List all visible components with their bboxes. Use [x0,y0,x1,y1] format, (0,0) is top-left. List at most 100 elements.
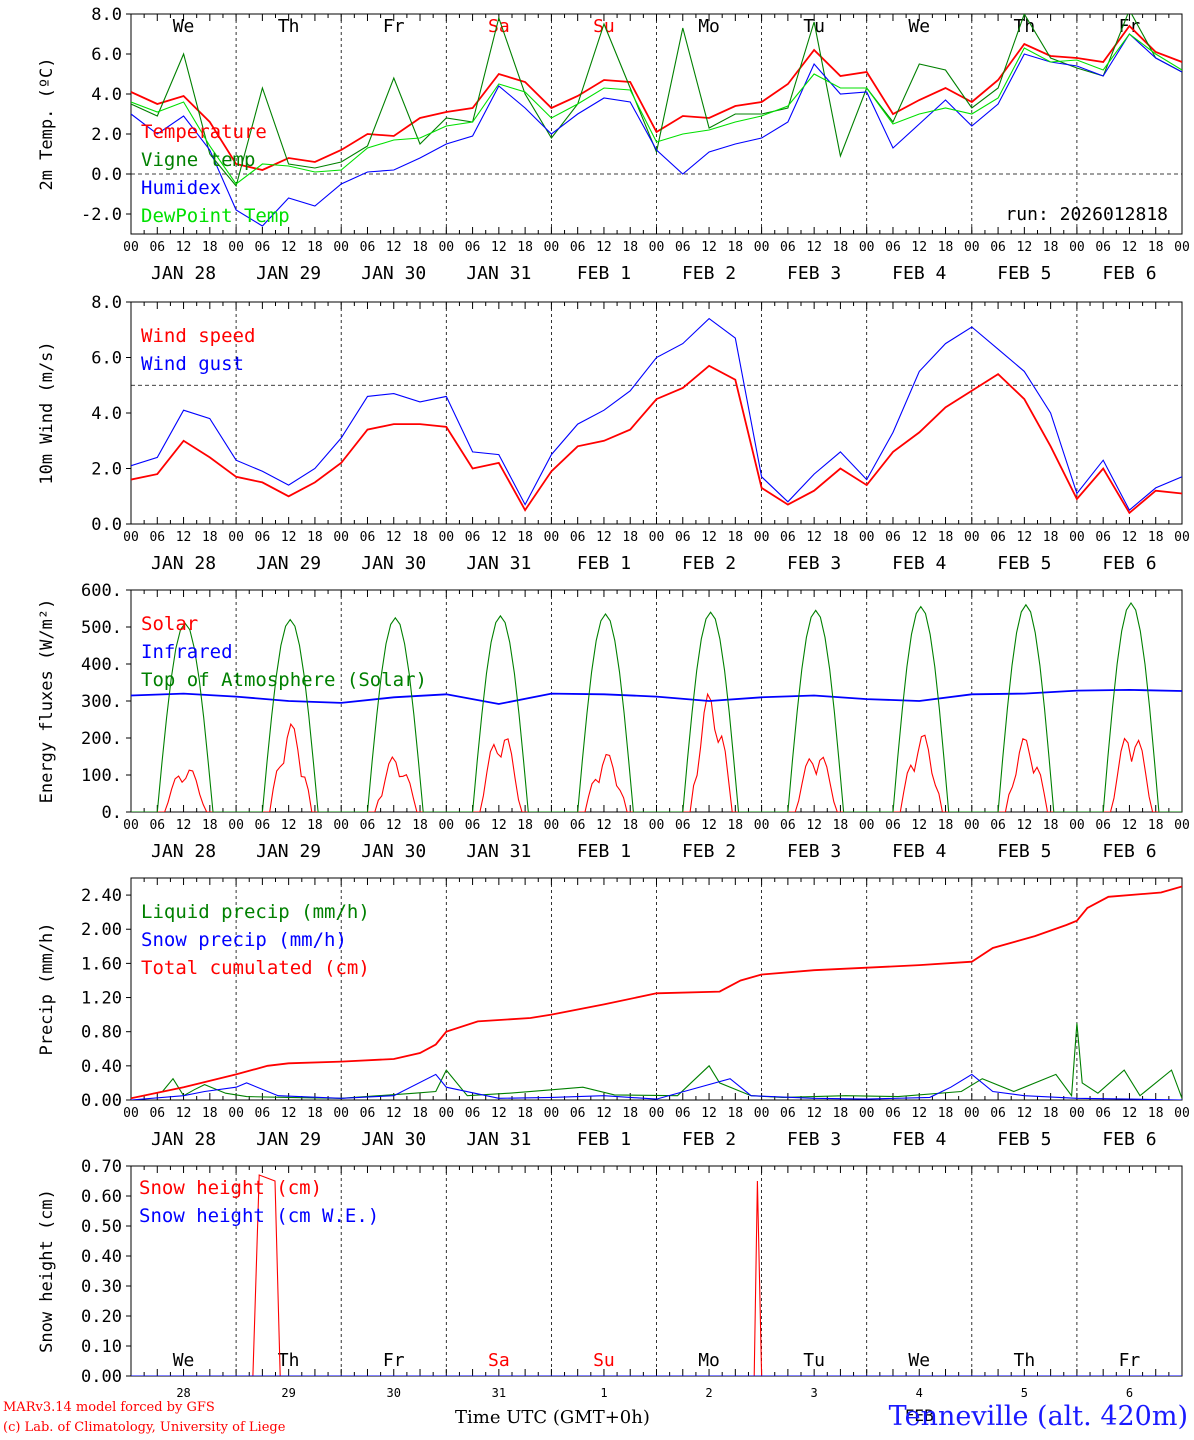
x-hour-label: 00 [123,818,139,833]
x-hour-label: 00 [649,1106,665,1121]
x-hour-label: 12 [701,818,717,833]
x-hour-label: 06 [1095,1106,1111,1121]
run-label: run: 2026012818 [1005,204,1168,225]
x-date-label: JAN 31 [466,553,531,574]
x-date-label: JAN 28 [151,553,216,574]
y-tick-label: 8.0 [91,293,122,313]
series-line-snow-height-cm- [131,1174,1182,1376]
x-date-label: FEB 3 [787,263,841,284]
x-hour-label: 06 [255,818,271,833]
legend-entry: Liquid precip (mm/h) [141,901,370,923]
x-hour-label: 18 [938,530,954,545]
x-hour-label: 18 [938,240,954,255]
x-hour-label: 06 [465,530,481,545]
x-date-label: FEB 4 [892,1129,946,1150]
x-hour-label: 00 [1069,530,1085,545]
x-hour-label: 00 [754,240,770,255]
y-tick-label: 8.0 [91,5,122,25]
x-hour-label: 12 [1017,530,1033,545]
x-hour-label: 06 [465,818,481,833]
x-hour-label: 18 [307,818,323,833]
x-hour-label: 06 [149,1106,165,1121]
x-date-label: FEB 6 [1102,1129,1156,1150]
x-hour-label: 18 [833,240,849,255]
y-tick-label: 0.80 [81,1023,122,1043]
x-hour-label: 12 [281,1106,297,1121]
x-date-label: JAN 31 [466,1129,531,1150]
x-date-label: FEB 4 [892,263,946,284]
x-hour-label: 00 [859,240,875,255]
x-hour-label: 12 [491,530,507,545]
x-hour-label: 00 [333,530,349,545]
x-hour-label: 12 [386,1106,402,1121]
x-hour-label: 18 [412,818,428,833]
x-hour-label: 06 [570,1106,586,1121]
legend-entry: Vigne temp [141,149,255,171]
x-hour-label: 18 [202,530,218,545]
x-hour-label: 00 [1069,818,1085,833]
copyright-credit: (c) Lab. of Climatology, University of L… [3,1420,286,1435]
x-hour-label: 06 [1095,818,1111,833]
y-tick-label: 500. [81,618,122,638]
x-hour-label: 06 [149,530,165,545]
x-hour-label: 00 [859,818,875,833]
weekday-label: Su [593,16,615,37]
x-hour-label: 18 [517,1106,533,1121]
x-hour-label: 12 [806,530,822,545]
x-hour-label: 06 [1095,530,1111,545]
x-date-label: FEB 3 [787,553,841,574]
x-hour-label: 06 [885,530,901,545]
y-axis-title: Snow height (cm) [37,1189,57,1353]
x-date-label: JAN 31 [466,263,531,284]
series-line-total-cumulated-cm- [131,885,1182,1100]
y-tick-label: 2.00 [81,920,122,940]
weekday-label: We [173,1350,195,1371]
y-tick-label: 1.20 [81,989,122,1009]
legend-entry: Snow height (cm) [139,1177,322,1199]
x-hour-label: 00 [438,818,454,833]
x-hour-label: 18 [1043,530,1059,545]
series-line-wind-gust [131,317,1182,511]
x-hour-label: 06 [1095,240,1111,255]
x-hour-label: 12 [281,240,297,255]
x-date-label: FEB 6 [1102,263,1156,284]
panel-4: 2.40 2.00 1.60 1.20 0.80 0.40 0.00 Precip (mm/h… [37,877,1190,1150]
x-hour-label: 06 [990,530,1006,545]
x-hour-label: 18 [307,240,323,255]
x-hour-label: 06 [255,530,271,545]
series-line-dewpoint-temp [131,33,1182,185]
x-month-label: FEB [905,1406,934,1425]
x-hour-label: 18 [622,240,638,255]
weekday-label: Sa [488,1350,510,1371]
x-hour-label: 00 [1069,1106,1085,1121]
legend-entry: Humidex [141,177,221,199]
x-hour-label: 12 [281,530,297,545]
panel-1: 8.0 6.0 4.0 2.0 0.0 -2.0 2m Temp. (ºC) 00 06 12 18… [37,5,1190,284]
x-hour-label: 00 [754,530,770,545]
x-hour-label: 00 [964,530,980,545]
x-date-label: FEB 4 [892,553,946,574]
x-hour-label: 06 [360,1106,376,1121]
x-hour-label: 18 [307,1106,323,1121]
x-date-label: FEB 5 [997,841,1051,862]
x-hour-label: 12 [1017,240,1033,255]
x-hour-label: 00 [123,530,139,545]
x-hour-label: 00 [859,530,875,545]
x-date-label: JAN 30 [361,1129,426,1150]
y-tick-label: 6.0 [91,45,122,65]
weekday-label: Th [1014,16,1036,37]
x-hour-label: 00 [544,818,560,833]
x-hour-label: 18 [1043,818,1059,833]
x-hour-label: 18 [727,818,743,833]
x-hour-label: 18 [622,1106,638,1121]
x-date-label: FEB 1 [577,841,631,862]
x-hour-label: 00 [964,818,980,833]
y-tick-label: 0.60 [81,1187,122,1207]
y-tick-label: -2.0 [81,205,122,225]
x-date-label: FEB 6 [1102,553,1156,574]
x-hour-label: 18 [1148,818,1164,833]
x-hour-label: 06 [780,240,796,255]
y-tick-label: 4.0 [91,404,122,424]
x-hour-label: 00 [1174,530,1190,545]
